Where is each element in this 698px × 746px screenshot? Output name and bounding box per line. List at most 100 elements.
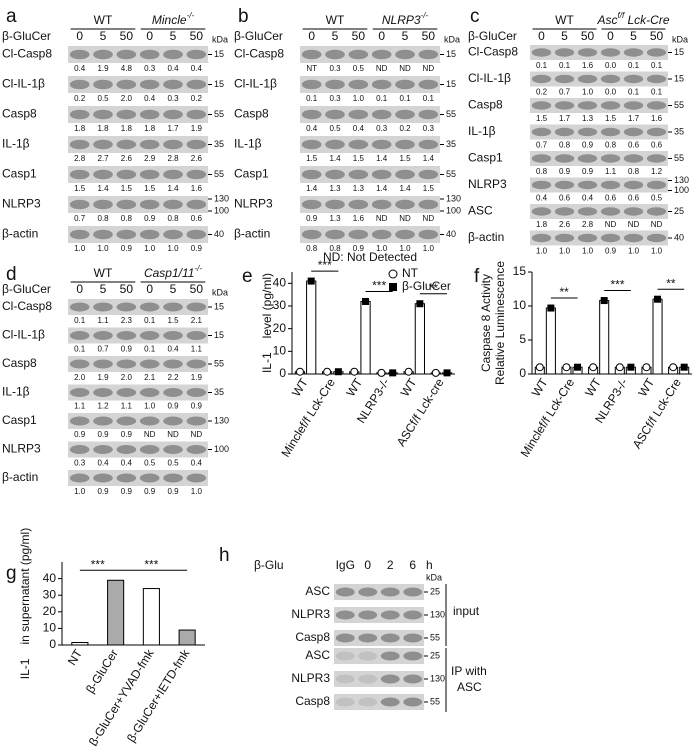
row-label: Cl-IL-1β [2, 328, 45, 342]
blot-band [358, 651, 378, 661]
blot-band [371, 49, 392, 60]
quant-value: 2.6 [559, 220, 571, 229]
blot-band [531, 233, 552, 243]
kda-label: kDa [212, 287, 228, 297]
quant-value: 0.9 [74, 430, 86, 439]
point [562, 363, 571, 372]
blot-band [358, 610, 378, 620]
quant-value: 1.0 [144, 244, 156, 253]
blot-band [371, 229, 392, 240]
blot-band [163, 49, 183, 60]
treatment-label: β-GluCer [2, 29, 51, 43]
marker-label: 130 [214, 193, 229, 203]
row-label: Casp8 [295, 630, 330, 644]
group-label: Ascf/f Lck-Cre [596, 11, 669, 27]
blot-band [358, 674, 378, 684]
quant-value: 0.6 [651, 141, 663, 150]
row-label: ASC [305, 584, 330, 598]
quant-value: 0.6 [191, 214, 203, 223]
quant-value: 0.6 [628, 141, 640, 150]
row-label: β-actin [468, 230, 504, 244]
blot-band [301, 79, 322, 90]
row-label: IL-1β [2, 137, 30, 151]
lane-label: 0 [364, 558, 371, 572]
group-label: NLRP3-/- [382, 11, 429, 27]
marker-label: 55 [430, 696, 440, 706]
quant-value: 0.8 [306, 244, 318, 253]
blot-band [403, 587, 423, 597]
row-label: β-actin [2, 227, 38, 241]
quant-value: 0.1 [628, 88, 640, 97]
marker-label: 130 [430, 609, 445, 619]
quant-value: 0.9 [559, 167, 571, 176]
blot-band [93, 229, 113, 240]
blot-band [69, 199, 90, 210]
blot-band [93, 445, 113, 454]
point [680, 363, 688, 371]
blot-band [139, 169, 160, 180]
legend-symbol [388, 269, 398, 279]
group-name: WT [555, 13, 574, 27]
group-name: Mincle [152, 13, 187, 27]
blot-band [93, 49, 113, 60]
quant-value: 0.4 [167, 345, 179, 354]
blot-band [554, 74, 575, 84]
row-label: Cl-Casp8 [234, 47, 284, 61]
quant-value: 1.4 [97, 184, 109, 193]
x-tick-label: WT [635, 375, 657, 399]
point [295, 367, 304, 376]
blot-band [116, 331, 137, 340]
blot-band [301, 109, 322, 120]
dose-label: 5 [630, 29, 637, 43]
y-label-part: IL-1 [260, 352, 274, 373]
row-label: IL-1β [234, 137, 262, 151]
row-label: Casp8 [2, 107, 37, 121]
blot-band [139, 139, 160, 150]
quant-value: 0.9 [121, 430, 133, 439]
quant-value: 1.0 [74, 244, 86, 253]
quant-value: 1.5 [536, 114, 548, 123]
y-tick-label: 10 [513, 298, 527, 312]
marker-label: 130 [430, 673, 445, 683]
marker-label: 55 [430, 632, 440, 642]
quant-value: 0.1 [144, 345, 156, 354]
quant-value: 0.4 [121, 459, 133, 468]
bar [414, 303, 425, 375]
point [535, 363, 544, 372]
marker-label: 55 [214, 109, 224, 119]
quant-value: 1.4 [306, 184, 318, 193]
marker-label: 40 [674, 232, 684, 242]
y-label-part: in supernatant (pg/ml) [18, 528, 32, 645]
panel-letter: b [238, 6, 249, 27]
blot-band [395, 109, 415, 120]
quant-value: 1.8 [74, 124, 86, 133]
blot-band [186, 359, 207, 369]
blot-band [301, 169, 322, 180]
row-label: Casp8 [2, 356, 37, 370]
group-name: Casp1/11 [144, 266, 194, 280]
blot-band [380, 587, 400, 597]
dose-label: 5 [402, 29, 409, 43]
dose-label: 0 [607, 29, 614, 43]
blot-band [623, 180, 644, 190]
blot-band [186, 169, 207, 180]
quant-value: 0.1 [536, 61, 548, 70]
blot-band [646, 180, 667, 190]
quant-value: 2.0 [121, 94, 133, 103]
y-label-part: IL-1 [18, 658, 32, 679]
blot-band [554, 180, 575, 190]
sig-label: ** [429, 281, 439, 295]
blot-band [93, 109, 113, 120]
blot-band [623, 207, 644, 216]
group-name: WT [326, 13, 345, 27]
quant-value: 0.1 [74, 345, 86, 354]
marker-label: 100 [674, 185, 689, 195]
quant-value: ND [423, 214, 435, 223]
blot-band [646, 48, 667, 57]
blot-band [646, 154, 667, 163]
quant-value: 0.8 [559, 141, 571, 150]
blot-band [186, 199, 207, 210]
blot-band [139, 359, 160, 369]
quant-value: ND [628, 220, 640, 229]
